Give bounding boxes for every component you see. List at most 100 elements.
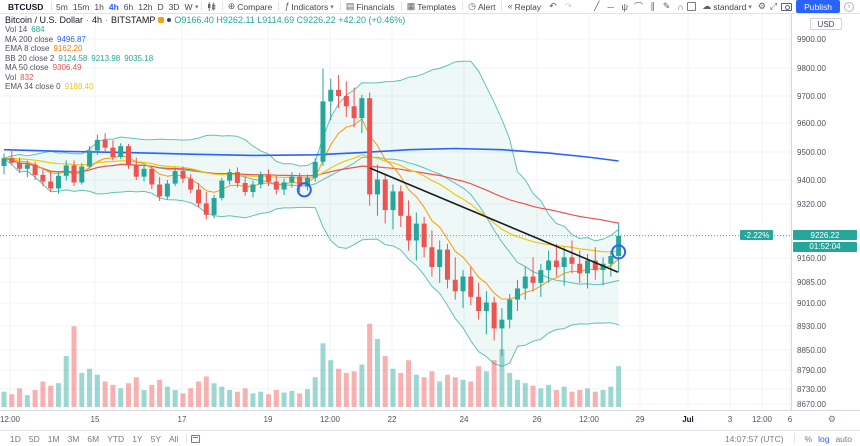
time-tick-label: 15 xyxy=(90,415,100,424)
interval-1h[interactable]: 1h xyxy=(94,1,104,12)
layout-dropdown-icon: ▾ xyxy=(748,3,752,11)
chart-style-button[interactable] xyxy=(203,2,220,11)
time-tick-label: 22 xyxy=(387,415,397,424)
price-tick-label: 9085.00 xyxy=(797,277,826,287)
range-ytd[interactable]: YTD xyxy=(107,433,125,444)
time-tick-label: 12:00 xyxy=(319,415,341,424)
range-6m[interactable]: 6M xyxy=(87,433,100,444)
price-axis[interactable]: USD 9900.00 9800.00 9700.00 9600.00 9500.00 9… xyxy=(791,14,860,410)
brush-tool[interactable]: ✎ xyxy=(662,1,671,11)
alert-button[interactable]: ◷ Alert xyxy=(464,2,499,12)
interval-D[interactable]: D xyxy=(157,1,164,12)
interval-3D[interactable]: 3D xyxy=(168,1,180,12)
candlestick-chart[interactable] xyxy=(0,14,791,410)
range-5y[interactable]: 5Y xyxy=(150,433,161,444)
price-tick-label: 9800.00 xyxy=(797,63,826,73)
last-price-badge: 9226.22 xyxy=(793,230,857,241)
curve-tool[interactable]: ⌒ xyxy=(634,2,644,12)
ema34-line xyxy=(3,154,620,253)
range-5d[interactable]: 5D xyxy=(28,433,40,444)
time-tick-label: 12:00 xyxy=(751,415,773,424)
pitchfork-tool[interactable]: ψ xyxy=(621,1,628,12)
currency-label[interactable]: USD xyxy=(810,18,842,30)
undo-button[interactable]: ↶ xyxy=(545,2,561,11)
price-tick-label: 8730.00 xyxy=(797,384,826,394)
log-scale-toggle[interactable]: log xyxy=(818,433,830,444)
compare-icon: ⊕ xyxy=(227,1,236,11)
time-tick-label: 29 xyxy=(635,415,645,424)
price-tick-label: 9160.00 xyxy=(797,253,826,263)
layout-template-button[interactable]: ☁ standard ▾ xyxy=(700,2,754,12)
circle-marker-drawing[interactable] xyxy=(296,182,312,198)
financials-button[interactable]: ▤ Financials xyxy=(342,2,399,12)
range-all[interactable]: All xyxy=(169,433,179,444)
interval-6h[interactable]: 6h xyxy=(123,1,134,12)
auto-scale-toggle[interactable]: auto xyxy=(835,433,852,444)
time-tick-label: 24 xyxy=(459,415,469,424)
financials-icon: ▤ xyxy=(345,1,355,11)
bollinger-upper-line xyxy=(3,60,620,242)
price-tick-label: 9600.00 xyxy=(797,118,826,128)
publish-button[interactable]: Publish xyxy=(796,0,840,13)
percent-scale-toggle[interactable]: % xyxy=(804,433,813,444)
bollinger-lower-line xyxy=(3,157,620,367)
go-to-date-icon[interactable] xyxy=(191,434,201,443)
range-1m[interactable]: 1M xyxy=(47,433,60,444)
financials-label: Financials xyxy=(356,1,395,12)
templates-label: Templates xyxy=(417,1,457,12)
price-tick-label: 8850.00 xyxy=(797,345,826,355)
interval-dropdown-icon[interactable]: ▾ xyxy=(194,3,199,11)
layout-icon[interactable] xyxy=(687,2,697,11)
price-tick-label: 9500.00 xyxy=(797,147,826,157)
time-tick-label: 19 xyxy=(263,415,273,424)
replay-button[interactable]: « Replay xyxy=(504,2,545,12)
compare-button[interactable]: ⊕ Compare xyxy=(224,2,277,12)
range-1y[interactable]: 1Y xyxy=(132,433,143,444)
chart-area[interactable]: Bitcoin / U.S. Dollar · 4h · BITSTAMP O9… xyxy=(0,14,860,430)
settings-gear-icon[interactable]: ⚙ xyxy=(757,1,766,11)
parallel-channel-tool[interactable]: ∥ xyxy=(650,1,655,11)
clock[interactable]: 14:07:57 (UTC) xyxy=(724,433,784,444)
fullscreen-icon[interactable]: ⤢ xyxy=(769,1,778,11)
redo-button[interactable]: ↷ xyxy=(561,2,577,11)
interval-4h[interactable]: 4h xyxy=(108,1,119,12)
indicators-label: Indicators xyxy=(291,1,329,12)
time-axis[interactable]: 12:00 15 17 19 12:00 22 24 26 12:00 29 Jul 3 12:00 6 … xyxy=(0,410,860,430)
candles-icon xyxy=(207,2,215,11)
templates-icon: ▦ xyxy=(406,1,416,11)
toolbar-right: ☁ standard ▾ ⚙ ⤢ Publish › xyxy=(687,0,860,13)
price-tick-label: 8930.00 xyxy=(797,321,826,331)
bottom-toolbar: 1D 5D 1M 3M 6M YTD 1Y 5Y All 14:07:57 (UTC) % lo… xyxy=(0,430,860,446)
circle-marker-drawing[interactable] xyxy=(611,244,627,260)
price-tick-label: 9700.00 xyxy=(797,91,826,101)
range-1d[interactable]: 1D xyxy=(10,433,21,444)
interval-5m[interactable]: 5m xyxy=(56,1,68,12)
layout-name: standard xyxy=(713,1,747,12)
interval-15m[interactable]: 15m xyxy=(72,1,90,12)
bottombar-right: 14:07:57 (UTC) % log auto xyxy=(725,434,860,444)
price-tick-label: 9900.00 xyxy=(797,34,826,44)
axis-settings-gear-icon[interactable]: ⚙ xyxy=(827,414,836,424)
price-tick-label: 9400.00 xyxy=(797,175,826,185)
price-tick-label: 9320.00 xyxy=(797,199,826,209)
magnet-tool[interactable]: ∩ xyxy=(677,1,684,12)
time-tick-label: 17 xyxy=(177,415,187,424)
time-tick-label: 26 xyxy=(532,415,542,424)
interval-12h[interactable]: 12h xyxy=(138,1,153,12)
compare-label: Compare xyxy=(237,1,273,12)
time-tick-label: 12:00 xyxy=(0,415,21,424)
alert-icon: ◷ xyxy=(468,1,476,11)
templates-button[interactable]: ▦ Templates xyxy=(403,2,460,12)
trend-line-tool[interactable]: ╱ xyxy=(593,1,600,11)
trend-line-drawing[interactable] xyxy=(369,167,619,273)
snapshot-camera-icon[interactable] xyxy=(781,2,793,11)
horizontal-line-tool[interactable]: ─ xyxy=(607,1,614,12)
indicators-dropdown-icon: ▾ xyxy=(330,3,334,11)
expand-arrow-icon[interactable]: › xyxy=(844,1,854,12)
indicators-button[interactable]: ƒ Indicators ▾ xyxy=(280,2,337,12)
change-percent-badge: -2.22% xyxy=(740,230,774,241)
interval-W[interactable]: W xyxy=(184,1,193,12)
symbol-button[interactable]: BTCUSD xyxy=(8,1,44,12)
redo-icon: ↷ xyxy=(564,1,573,11)
range-3m[interactable]: 3M xyxy=(67,433,80,444)
